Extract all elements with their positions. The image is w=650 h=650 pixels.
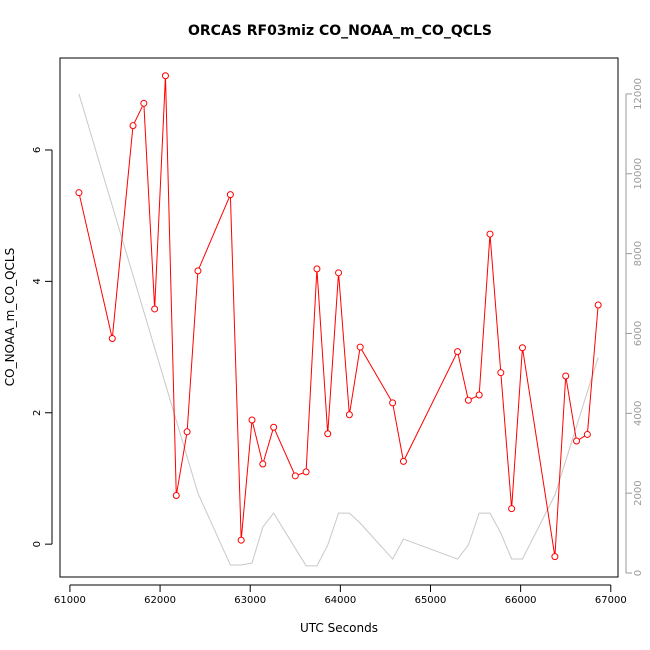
- y2-tick-label: 2000: [633, 480, 644, 505]
- y-tick-label: 4: [32, 278, 43, 284]
- y-tick-label: 2: [32, 410, 43, 416]
- data-point: [172, 492, 180, 500]
- x-tick-label: 67000: [595, 595, 627, 606]
- data-point: [270, 423, 278, 431]
- data-point: [335, 269, 343, 277]
- data-point: [161, 72, 169, 80]
- x-axis: 61000 62000 63000 64000 65000 66000 67000: [54, 584, 627, 606]
- data-point: [248, 416, 256, 424]
- data-point: [151, 305, 159, 313]
- data-point: [356, 343, 364, 351]
- x-tick-label: 66000: [505, 595, 537, 606]
- primary-series-layer: [75, 72, 602, 561]
- data-point: [324, 430, 332, 438]
- y2-tick-label: 12000: [633, 78, 644, 110]
- chart-title: ORCAS RF03miz CO_NOAA_m_CO_QCLS: [188, 23, 492, 39]
- x-tick-label: 65000: [415, 595, 447, 606]
- y-axis-left: 0 2 4 6: [32, 147, 53, 547]
- data-point: [551, 553, 559, 561]
- secondary-series-layer: [78, 93, 599, 567]
- y2-tick-label: 4000: [633, 401, 644, 426]
- data-point: [129, 122, 137, 130]
- data-point: [75, 189, 83, 197]
- data-point: [226, 191, 234, 199]
- data-point: [183, 428, 191, 436]
- x-axis-label: UTC Seconds: [300, 621, 378, 635]
- data-point: [140, 99, 148, 107]
- data-point: [291, 472, 299, 480]
- x-tick-label: 64000: [324, 595, 356, 606]
- data-point: [194, 267, 202, 275]
- data-point: [454, 348, 462, 356]
- data-point: [475, 391, 483, 399]
- data-point: [508, 505, 516, 513]
- data-point: [345, 411, 353, 419]
- data-point: [594, 301, 602, 309]
- y-tick-label: 0: [32, 541, 43, 547]
- y-axis-label: CO_NOAA_m_CO_QCLS: [3, 248, 17, 386]
- y2-tick-label: 0: [633, 570, 644, 576]
- x-tick-label: 62000: [144, 595, 176, 606]
- data-point: [389, 399, 397, 407]
- data-point: [518, 344, 526, 352]
- data-point: [237, 536, 245, 544]
- y-axis-right: 0 2000 4000 6000 8000 10000 12000: [625, 78, 644, 576]
- data-point: [108, 335, 116, 343]
- y2-tick-label: 10000: [633, 158, 644, 190]
- data-point: [562, 372, 570, 380]
- y2-tick-label: 6000: [633, 321, 644, 346]
- x-tick-label: 61000: [54, 595, 86, 606]
- data-point: [583, 430, 591, 438]
- data-point: [464, 396, 472, 404]
- primary-series-line: [78, 75, 599, 557]
- data-point: [399, 457, 407, 465]
- data-point: [313, 265, 321, 273]
- data-point: [573, 437, 581, 445]
- y-tick-label: 6: [32, 147, 43, 153]
- data-point: [302, 468, 310, 476]
- data-point: [259, 460, 267, 468]
- data-point: [497, 369, 505, 377]
- x-tick-label: 63000: [234, 595, 266, 606]
- data-point: [486, 230, 494, 238]
- y2-tick-label: 8000: [633, 241, 644, 266]
- secondary-series-line: [78, 93, 599, 567]
- plot-area: [59, 57, 619, 578]
